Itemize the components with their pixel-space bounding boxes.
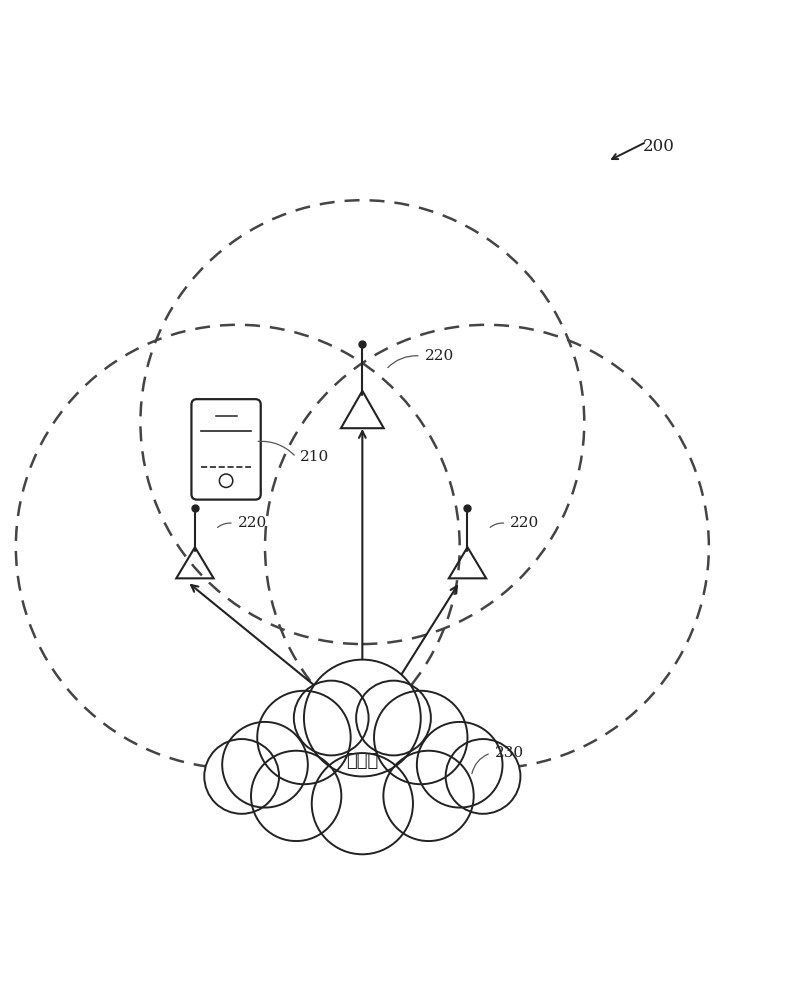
- FancyBboxPatch shape: [191, 399, 260, 500]
- Circle shape: [257, 691, 351, 784]
- Circle shape: [294, 681, 368, 755]
- Text: 220: 220: [238, 516, 267, 530]
- Text: 230: 230: [495, 746, 524, 760]
- Circle shape: [357, 681, 430, 755]
- Text: 210: 210: [300, 450, 329, 464]
- Text: 核心网: 核心网: [346, 752, 379, 770]
- Circle shape: [445, 739, 520, 814]
- Text: 220: 220: [425, 349, 454, 363]
- Circle shape: [304, 660, 421, 776]
- Circle shape: [205, 739, 279, 814]
- Circle shape: [312, 753, 413, 854]
- Text: 200: 200: [643, 138, 674, 155]
- Circle shape: [383, 751, 474, 841]
- Circle shape: [417, 722, 503, 808]
- Text: 220: 220: [510, 516, 540, 530]
- Circle shape: [374, 691, 467, 784]
- Circle shape: [251, 751, 342, 841]
- Circle shape: [222, 722, 308, 808]
